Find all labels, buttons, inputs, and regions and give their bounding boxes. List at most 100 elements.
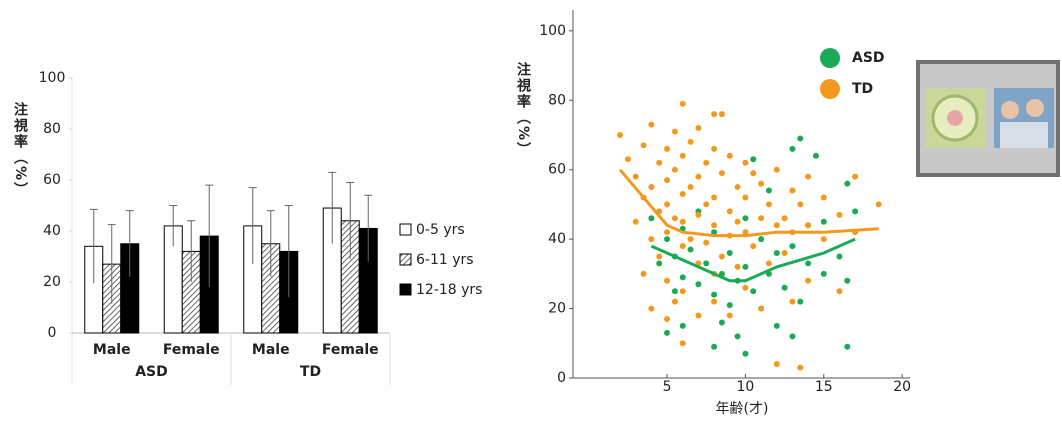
- x-axis-label: 年齢(才): [716, 401, 769, 417]
- point: [805, 173, 812, 180]
- point: [797, 135, 804, 142]
- point: [789, 187, 796, 194]
- legend-marker: [820, 48, 840, 68]
- point: [671, 288, 678, 295]
- point: [758, 305, 765, 312]
- trend-line: [618, 168, 879, 238]
- legend-label: 0-5 yrs: [416, 222, 465, 238]
- y-tick-label: 60: [43, 172, 61, 188]
- y-tick-label: 0: [48, 325, 57, 341]
- error-bar: [364, 194, 373, 262]
- point: [687, 138, 694, 145]
- stimulus-image: [916, 60, 1060, 177]
- legend-swatch: [399, 283, 412, 296]
- error-bar: [89, 208, 98, 284]
- point: [711, 291, 718, 298]
- point: [664, 329, 671, 336]
- point: [687, 184, 694, 191]
- x-tick-label: Female: [163, 342, 220, 358]
- point: [789, 243, 796, 250]
- x-tick-label: 10: [737, 379, 755, 395]
- point: [632, 218, 639, 225]
- point: [695, 312, 702, 319]
- point: [758, 215, 765, 222]
- y-tick-label: 60: [548, 162, 566, 178]
- point: [765, 201, 772, 208]
- point: [679, 322, 686, 329]
- point: [679, 288, 686, 295]
- legend-swatch: [399, 253, 412, 266]
- point: [687, 236, 694, 243]
- point: [617, 131, 624, 138]
- point: [640, 142, 647, 149]
- y-tick-label: 100: [39, 70, 66, 86]
- point: [789, 333, 796, 340]
- point: [679, 191, 686, 197]
- y-axis-label: 注視率（%）: [12, 101, 29, 198]
- point: [726, 302, 733, 309]
- point: [679, 152, 686, 159]
- point: [656, 260, 663, 267]
- point: [789, 298, 796, 305]
- point: [781, 215, 788, 222]
- point: [875, 201, 882, 208]
- point: [648, 121, 655, 128]
- y-tick-label: 20: [43, 274, 61, 290]
- point: [781, 250, 788, 257]
- point: [648, 236, 655, 243]
- point: [805, 260, 812, 267]
- point: [734, 263, 741, 270]
- point: [656, 253, 663, 260]
- point: [820, 194, 827, 201]
- error-bar: [266, 210, 275, 277]
- point: [664, 201, 671, 208]
- point: [726, 312, 733, 319]
- legend-swatch: [399, 223, 412, 236]
- y-tick-label: 20: [548, 301, 566, 317]
- point: [640, 270, 647, 277]
- error-bar: [328, 171, 337, 244]
- point: [726, 250, 733, 257]
- legend-label: TD: [852, 81, 873, 97]
- point: [765, 187, 772, 194]
- x-tick-label: 5: [663, 379, 672, 395]
- point: [711, 145, 718, 152]
- point: [664, 177, 671, 184]
- point: [679, 340, 686, 347]
- point: [836, 253, 843, 260]
- point: [679, 274, 686, 281]
- point: [852, 208, 859, 215]
- point: [664, 145, 671, 152]
- point: [734, 333, 741, 340]
- y-tick-label: 80: [548, 92, 566, 108]
- point: [820, 270, 827, 277]
- point: [711, 343, 718, 350]
- point: [726, 152, 733, 159]
- point: [805, 222, 812, 229]
- legend-label: ASD: [852, 50, 885, 66]
- point: [624, 156, 631, 163]
- point: [711, 222, 718, 229]
- point: [671, 166, 678, 173]
- point: [742, 215, 749, 222]
- point: [648, 184, 655, 191]
- point: [671, 298, 678, 305]
- point: [656, 159, 663, 166]
- point: [703, 260, 710, 267]
- point: [852, 173, 859, 180]
- point: [789, 145, 796, 152]
- point: [671, 128, 678, 135]
- point: [718, 111, 725, 118]
- error-bar: [284, 205, 293, 298]
- point: [750, 156, 757, 163]
- point: [758, 236, 765, 243]
- point: [820, 236, 827, 243]
- error-bar: [107, 224, 116, 304]
- x-tick-label: Male: [252, 342, 290, 358]
- point: [703, 201, 710, 208]
- point: [765, 260, 772, 267]
- error-bar: [248, 187, 257, 265]
- legend-label: 6-11 yrs: [416, 252, 474, 268]
- point: [805, 277, 812, 284]
- point: [703, 239, 710, 246]
